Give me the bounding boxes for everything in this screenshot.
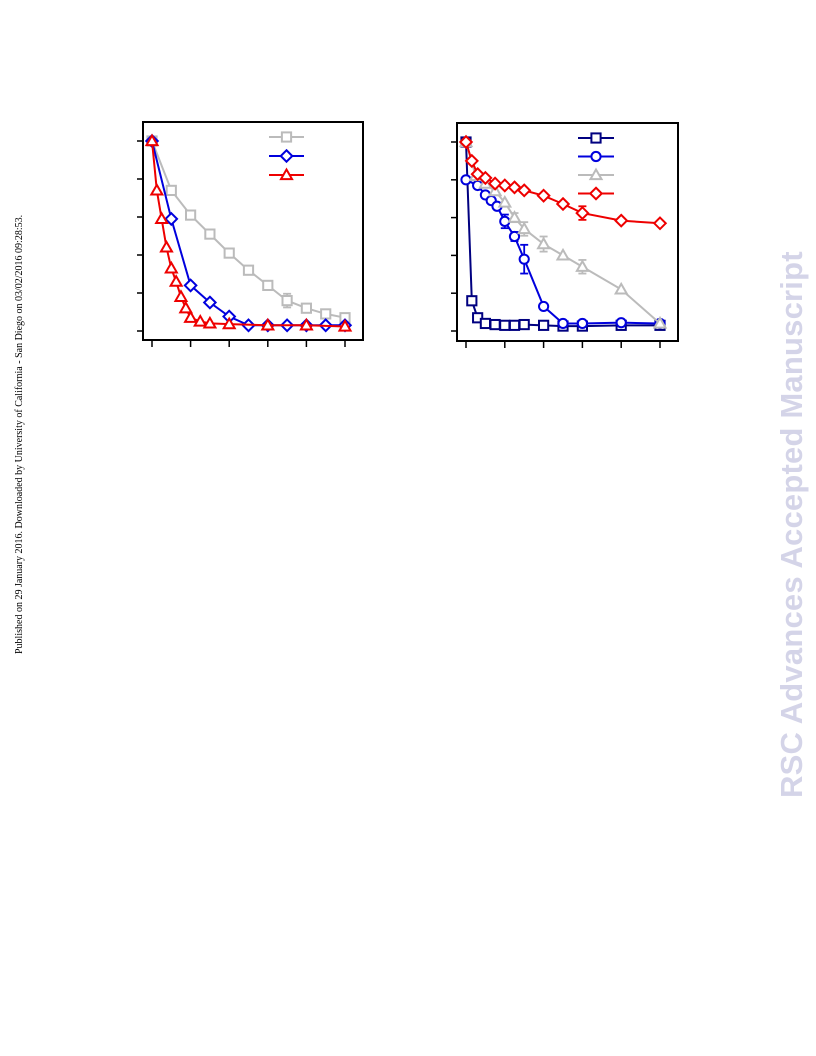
legend-marker bbox=[279, 167, 294, 181]
data-point bbox=[458, 134, 474, 150]
chart-panel-1 bbox=[137, 121, 364, 347]
legend-entry-1 bbox=[269, 131, 304, 143]
data-point bbox=[487, 176, 503, 191]
series-1 bbox=[146, 135, 351, 324]
data-point bbox=[472, 312, 484, 324]
data-point bbox=[164, 211, 179, 227]
legend-marker bbox=[279, 148, 294, 164]
data-point bbox=[185, 209, 197, 221]
data-point bbox=[178, 300, 194, 314]
series-3 bbox=[458, 134, 668, 329]
data-point bbox=[652, 315, 668, 329]
data-point bbox=[536, 236, 551, 250]
legend-entry-3 bbox=[269, 167, 304, 181]
data-point bbox=[516, 221, 532, 235]
data-point bbox=[149, 182, 165, 196]
data-point bbox=[497, 194, 513, 208]
series-line bbox=[465, 141, 661, 325]
data-point bbox=[183, 310, 198, 323]
plot-frame bbox=[456, 122, 679, 342]
legend-marker bbox=[588, 167, 604, 181]
data-point bbox=[614, 213, 629, 228]
data-point bbox=[159, 239, 174, 253]
legend-entry-4 bbox=[578, 186, 614, 201]
data-point bbox=[242, 264, 255, 276]
data-point bbox=[464, 153, 479, 169]
legend-marker bbox=[588, 186, 604, 201]
data-point bbox=[518, 253, 530, 265]
data-point bbox=[154, 211, 169, 225]
legend-entry-1 bbox=[578, 132, 614, 144]
data-point bbox=[460, 174, 472, 186]
legend-entry-3 bbox=[578, 167, 614, 181]
data-point bbox=[466, 295, 478, 307]
data-point bbox=[260, 317, 276, 331]
data-point bbox=[300, 302, 312, 314]
legend-marker bbox=[590, 150, 602, 163]
data-point bbox=[489, 318, 501, 331]
data-point bbox=[499, 215, 511, 227]
journal-watermark: RSC Advances Accepted Manuscript bbox=[774, 251, 809, 798]
legend-marker bbox=[280, 131, 293, 143]
publication-note: Published on 29 January 2016. Downloaded… bbox=[14, 214, 25, 654]
data-point bbox=[557, 317, 569, 330]
data-point bbox=[497, 178, 512, 193]
data-point bbox=[555, 247, 571, 261]
data-point bbox=[615, 317, 627, 329]
data-point bbox=[478, 170, 493, 186]
data-point bbox=[168, 274, 184, 287]
data-point bbox=[221, 316, 237, 330]
data-point bbox=[183, 278, 198, 293]
data-point bbox=[262, 279, 274, 291]
data-point bbox=[173, 289, 189, 302]
data-point bbox=[508, 230, 521, 243]
data-point bbox=[517, 183, 532, 198]
data-point bbox=[202, 295, 218, 310]
data-point bbox=[518, 318, 530, 331]
data-point bbox=[299, 317, 314, 331]
data-point bbox=[538, 300, 550, 313]
data-point bbox=[555, 196, 571, 212]
legend-entry-2 bbox=[269, 148, 304, 164]
data-point bbox=[193, 313, 208, 327]
data-point bbox=[165, 184, 177, 197]
data-point bbox=[536, 188, 551, 203]
data-point bbox=[144, 133, 160, 147]
data-point bbox=[164, 260, 179, 274]
data-point bbox=[499, 319, 511, 331]
data-point bbox=[507, 210, 522, 223]
legend-entry-2 bbox=[578, 150, 614, 163]
chart-panel-2 bbox=[451, 122, 679, 348]
data-point bbox=[202, 315, 218, 329]
series-4 bbox=[458, 134, 668, 231]
plot-frame bbox=[142, 121, 364, 341]
data-point bbox=[204, 228, 216, 240]
data-point bbox=[479, 317, 491, 330]
data-point bbox=[576, 317, 589, 330]
data-point bbox=[223, 247, 235, 259]
data-point bbox=[281, 295, 293, 307]
data-point bbox=[337, 318, 353, 332]
series-3 bbox=[144, 133, 353, 332]
data-point bbox=[575, 259, 590, 272]
data-point bbox=[613, 281, 629, 295]
data-point bbox=[508, 319, 521, 331]
legend-marker bbox=[590, 132, 602, 144]
data-point bbox=[652, 216, 668, 231]
data-point bbox=[538, 319, 550, 331]
data-point bbox=[575, 205, 590, 221]
data-point bbox=[320, 308, 332, 320]
